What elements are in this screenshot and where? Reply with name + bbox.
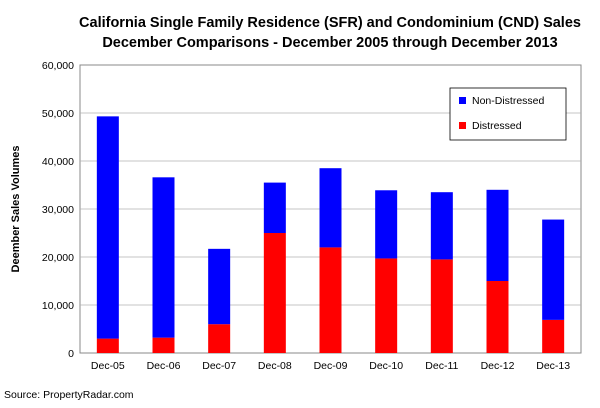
bar-distressed-dec-07 <box>208 324 231 353</box>
x-axis-ticks: Dec-05 Dec-06 Dec-07 Dec-08 Dec-09 Dec-10 Dec-… <box>91 360 570 372</box>
bar-non-distressed-dec-06 <box>152 177 175 338</box>
bar-non-distressed-dec-10 <box>375 190 398 259</box>
x-tick-label: Dec-06 <box>147 360 181 372</box>
legend-swatch-distressed <box>459 122 466 129</box>
y-tick-label: 60,000 <box>42 60 74 72</box>
bar-distressed-dec-05 <box>96 338 119 353</box>
chart-subtitle: December Comparisons - December 2005 thr… <box>102 35 557 51</box>
x-tick-label: Dec-13 <box>536 360 570 372</box>
bar-non-distressed-dec-07 <box>208 248 231 325</box>
legend-swatch-non-distressed <box>459 97 466 104</box>
bar-distressed-dec-11 <box>430 259 453 353</box>
x-tick-label: Dec-11 <box>425 360 458 372</box>
x-tick-label: Dec-10 <box>369 360 403 372</box>
y-tick-label: 10,000 <box>42 300 74 312</box>
legend-box <box>449 87 567 141</box>
y-tick-label: 0 <box>68 348 74 360</box>
y-tick-label: 40,000 <box>42 156 74 168</box>
bar-non-distressed-dec-08 <box>263 182 286 233</box>
bar-distressed-dec-09 <box>319 247 342 353</box>
bar-non-distressed-dec-13 <box>542 219 565 320</box>
y-tick-label: 50,000 <box>42 108 74 120</box>
x-tick-label: Dec-08 <box>258 360 292 372</box>
x-tick-label: Dec-05 <box>91 360 125 372</box>
x-tick-label: Dec-07 <box>202 360 236 372</box>
bar-distressed-dec-06 <box>152 337 175 353</box>
bars <box>96 116 565 353</box>
y-tick-label: 30,000 <box>42 204 74 216</box>
bar-distressed-dec-13 <box>542 319 565 353</box>
legend-label-non-distressed: Non-Distressed <box>472 95 545 107</box>
chart-title: California Single Family Residence (SFR)… <box>79 15 581 31</box>
bar-non-distressed-dec-12 <box>486 189 509 281</box>
x-tick-label: Dec-12 <box>481 360 515 372</box>
y-axis-label: Deember Sales Volumes <box>10 146 22 273</box>
bar-distressed-dec-08 <box>263 233 286 353</box>
y-axis-ticks: 0 10,000 20,000 30,000 40,000 50,000 60,000 <box>42 60 74 360</box>
bar-non-distressed-dec-05 <box>96 116 119 339</box>
bar-distressed-dec-10 <box>375 258 398 353</box>
legend-label-distressed: Distressed <box>472 120 522 132</box>
legend: Non-Distressed Distressed <box>449 87 567 141</box>
source-note: Source: PropertyRadar.com <box>4 389 134 401</box>
bar-non-distressed-dec-09 <box>319 168 342 248</box>
bar-distressed-dec-12 <box>486 281 509 353</box>
bar-non-distressed-dec-11 <box>430 192 453 260</box>
x-tick-label: Dec-09 <box>314 360 348 372</box>
y-tick-label: 20,000 <box>42 252 74 264</box>
